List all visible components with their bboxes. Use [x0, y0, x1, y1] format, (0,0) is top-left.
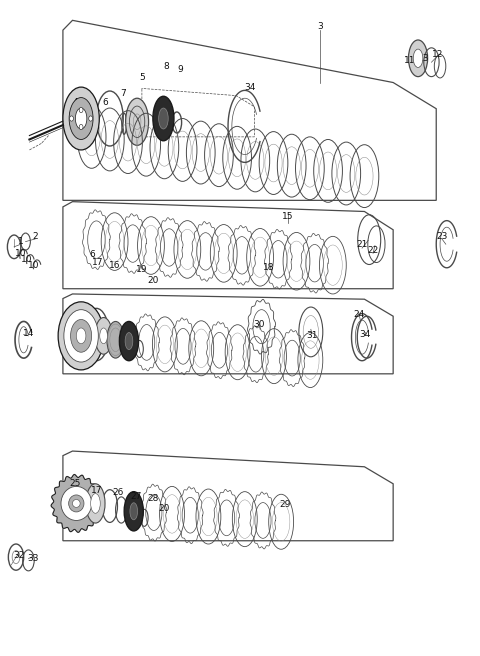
- Text: 9: 9: [177, 65, 183, 74]
- Ellipse shape: [64, 310, 98, 362]
- Ellipse shape: [76, 328, 86, 344]
- Ellipse shape: [89, 116, 93, 121]
- Text: 34: 34: [244, 83, 255, 92]
- Ellipse shape: [126, 98, 149, 146]
- Text: 5: 5: [139, 73, 145, 83]
- Ellipse shape: [79, 108, 83, 113]
- Text: 20: 20: [147, 276, 158, 285]
- Ellipse shape: [70, 116, 73, 121]
- Ellipse shape: [61, 486, 92, 520]
- Text: 10: 10: [21, 255, 33, 264]
- Ellipse shape: [120, 321, 139, 361]
- Text: 33: 33: [27, 554, 39, 563]
- Text: 25: 25: [69, 480, 81, 488]
- Text: 2: 2: [32, 232, 38, 241]
- Ellipse shape: [158, 108, 168, 129]
- Ellipse shape: [58, 302, 104, 370]
- Text: 29: 29: [280, 501, 291, 509]
- Ellipse shape: [125, 333, 133, 350]
- Text: 23: 23: [436, 232, 448, 241]
- Ellipse shape: [408, 40, 428, 77]
- Ellipse shape: [79, 125, 83, 130]
- Text: 27: 27: [130, 493, 141, 501]
- Text: 1: 1: [18, 237, 24, 246]
- Text: 10: 10: [27, 260, 39, 270]
- Ellipse shape: [100, 328, 108, 344]
- Text: 19: 19: [136, 264, 148, 274]
- Text: 32: 32: [13, 551, 24, 560]
- Text: 13: 13: [418, 54, 429, 63]
- Text: 12: 12: [432, 50, 443, 59]
- Ellipse shape: [107, 321, 124, 358]
- Text: 24: 24: [353, 310, 364, 319]
- Text: 22: 22: [367, 246, 379, 255]
- Ellipse shape: [413, 49, 423, 68]
- Text: 34: 34: [360, 330, 371, 339]
- Ellipse shape: [69, 98, 93, 140]
- Text: 15: 15: [282, 213, 294, 221]
- Ellipse shape: [130, 502, 138, 520]
- Text: 26: 26: [112, 489, 124, 497]
- Text: 8: 8: [163, 62, 168, 71]
- Ellipse shape: [69, 495, 84, 512]
- Ellipse shape: [153, 96, 174, 141]
- Text: 14: 14: [23, 329, 34, 338]
- Ellipse shape: [72, 499, 80, 507]
- Text: 7: 7: [120, 89, 126, 98]
- Text: 16: 16: [109, 261, 120, 270]
- Text: 17: 17: [91, 486, 102, 495]
- Text: 20: 20: [159, 504, 170, 512]
- Text: 11: 11: [404, 56, 416, 66]
- Text: 21: 21: [356, 239, 368, 249]
- Ellipse shape: [71, 319, 92, 352]
- Text: 31: 31: [306, 331, 318, 340]
- Ellipse shape: [124, 491, 144, 531]
- Text: 18: 18: [263, 263, 275, 272]
- Text: 28: 28: [147, 494, 158, 502]
- Text: 10: 10: [15, 249, 26, 258]
- Text: 4: 4: [72, 98, 78, 107]
- Text: 30: 30: [253, 320, 265, 329]
- Ellipse shape: [86, 483, 105, 523]
- Polygon shape: [51, 474, 101, 533]
- Text: 6: 6: [102, 98, 108, 107]
- Text: 6: 6: [90, 250, 96, 259]
- Ellipse shape: [95, 318, 112, 354]
- Ellipse shape: [75, 108, 87, 129]
- Ellipse shape: [91, 493, 100, 513]
- Ellipse shape: [63, 87, 99, 150]
- Text: 3: 3: [318, 22, 324, 31]
- Text: 17: 17: [92, 258, 103, 267]
